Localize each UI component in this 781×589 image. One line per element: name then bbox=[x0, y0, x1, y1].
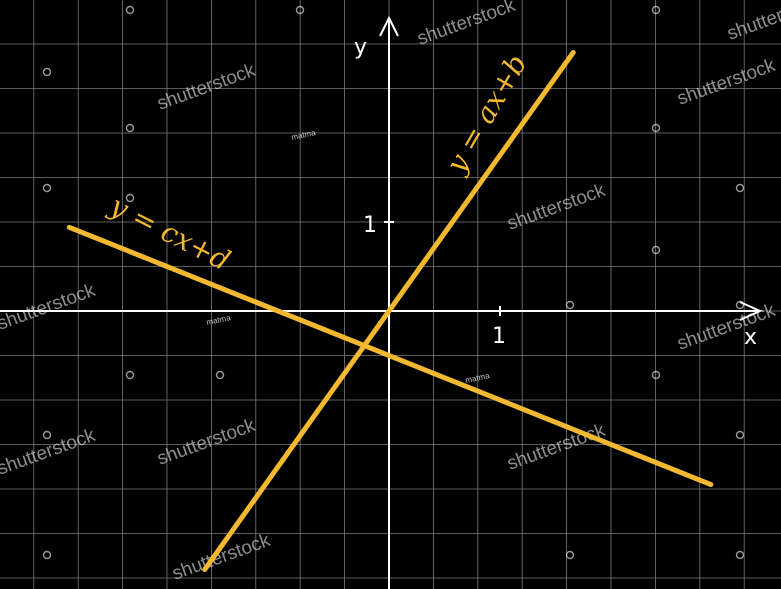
watermark-logo-icon bbox=[735, 300, 745, 310]
x-axis-arrow-icon bbox=[739, 301, 763, 321]
watermark-logo-icon bbox=[735, 550, 745, 560]
watermark-logo-icon bbox=[651, 123, 661, 133]
y-tick-label: 1 bbox=[363, 213, 377, 238]
watermark-logo-icon bbox=[565, 550, 575, 560]
axes bbox=[0, 15, 763, 589]
y-axis-label: y bbox=[354, 35, 367, 60]
watermark-logo-icon bbox=[651, 5, 661, 15]
watermark-logo-icon bbox=[125, 370, 135, 380]
watermark-logo-icon bbox=[295, 5, 305, 15]
watermark-logo-icon bbox=[125, 193, 135, 203]
watermark-logo-icon bbox=[42, 183, 52, 193]
y-axis-arrow-icon bbox=[379, 15, 399, 37]
watermark-logo-icon bbox=[735, 430, 745, 440]
watermark-logo-icon bbox=[735, 183, 745, 193]
x-axis-label: x bbox=[744, 325, 757, 350]
watermark-logo-icon bbox=[565, 300, 575, 310]
watermark-logo-icon bbox=[651, 370, 661, 380]
watermark-logo-icon bbox=[42, 550, 52, 560]
watermark-logo-icon bbox=[42, 430, 52, 440]
line-y-cx-d bbox=[66, 224, 714, 488]
watermark-logo-icon bbox=[125, 123, 135, 133]
x-tick-label: 1 bbox=[492, 324, 506, 349]
watermark-logo-icon bbox=[215, 370, 225, 380]
watermark-logo-icon bbox=[125, 5, 135, 15]
watermark-logo-icon bbox=[651, 245, 661, 255]
line-y-ax-b bbox=[202, 49, 576, 573]
watermark-logo-icon bbox=[42, 67, 52, 77]
